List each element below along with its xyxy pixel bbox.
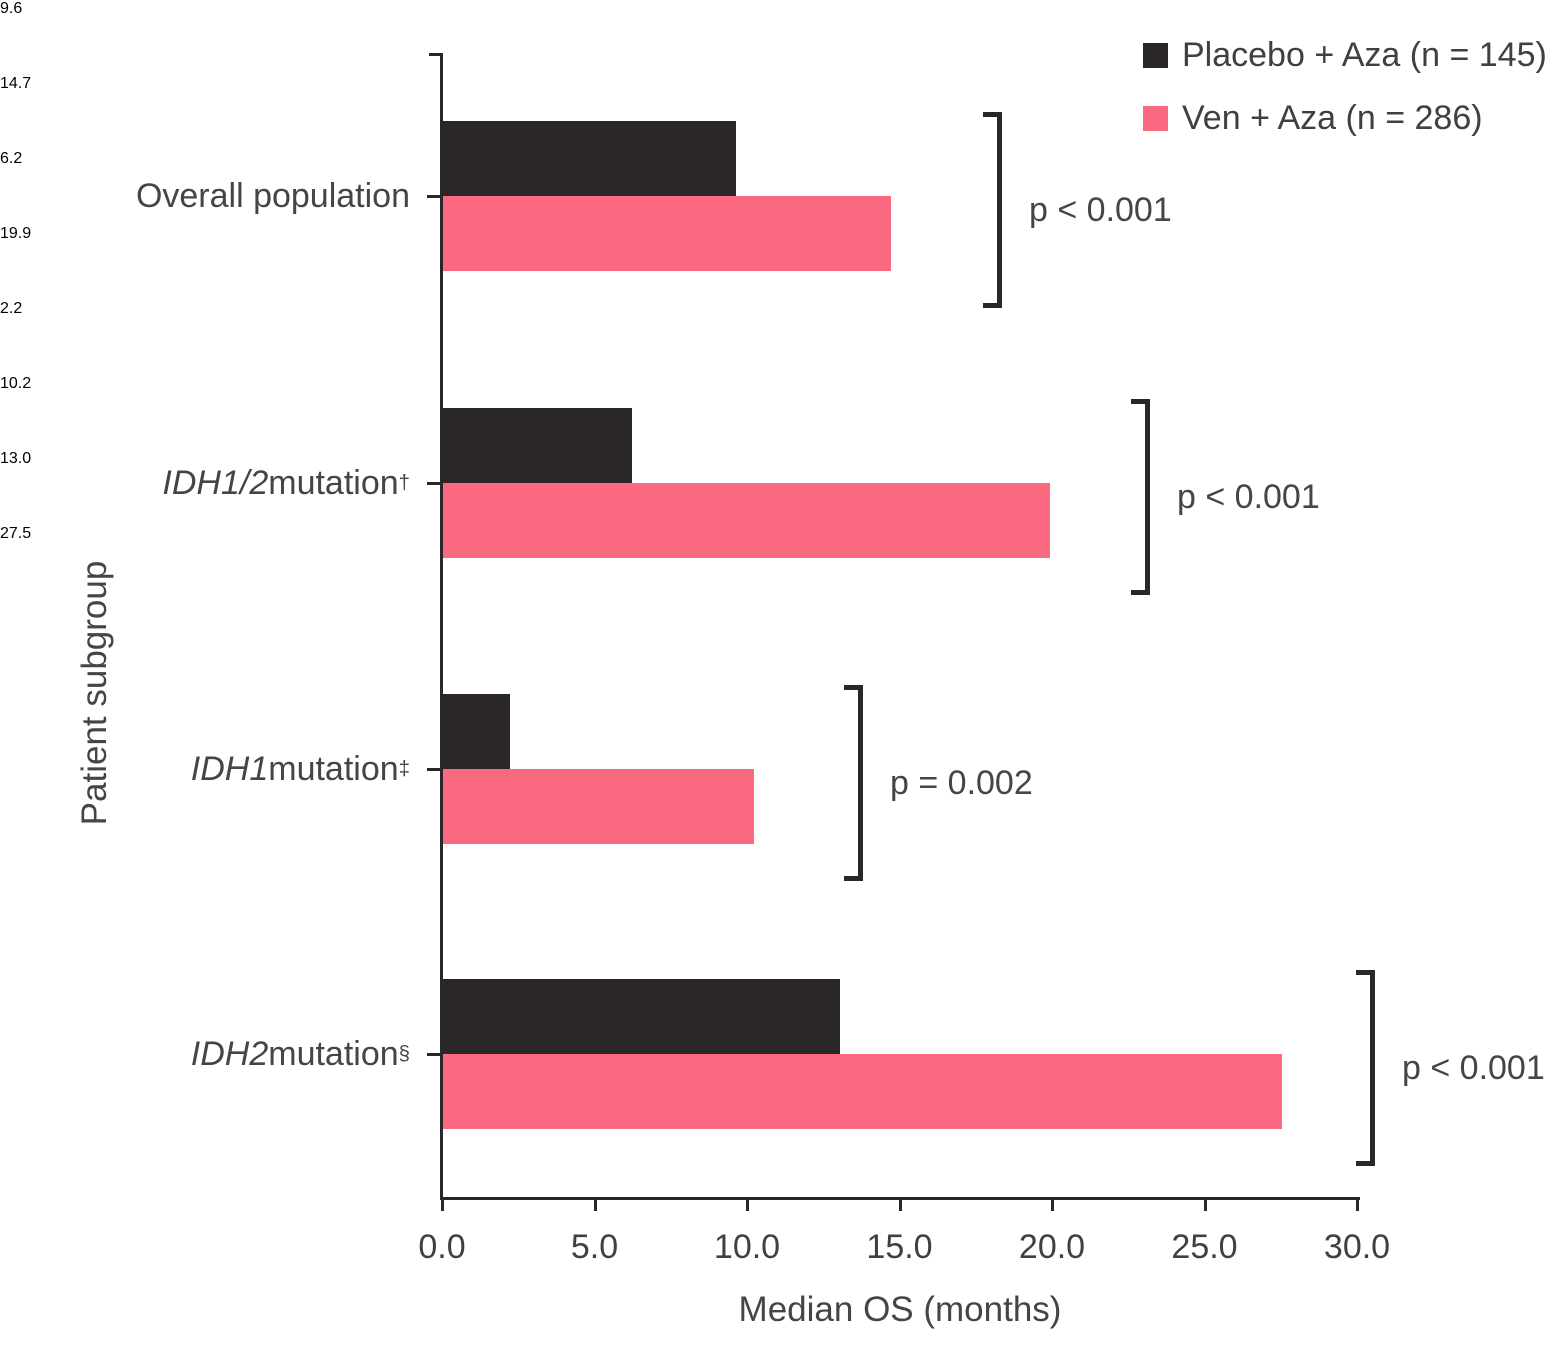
y-tick — [427, 768, 440, 771]
value-label: 10.2 — [0, 375, 32, 392]
x-axis-line — [440, 1197, 1360, 1200]
x-tick-label: 0.0 — [418, 1228, 466, 1266]
x-tick-label: 20.0 — [1018, 1228, 1086, 1266]
legend-item-ven: Ven + Aza (n = 286) — [1143, 99, 1547, 137]
x-tick — [593, 1200, 597, 1211]
category-label: IDH1 mutation ‡ — [190, 749, 410, 788]
p-value-bracket — [844, 685, 863, 881]
y-tick — [427, 195, 440, 198]
x-tick-label: 25.0 — [1171, 1228, 1238, 1266]
p-value-bracket — [1356, 970, 1375, 1166]
y-tick — [427, 1053, 440, 1056]
pink-square-icon — [1143, 105, 1168, 131]
x-tick-label: 30.0 — [1323, 1228, 1391, 1266]
value-label: 13.0 — [0, 450, 32, 467]
bar-placebo-aza — [443, 979, 840, 1054]
value-label: 9.6 — [0, 0, 23, 17]
bar-ven-aza — [443, 196, 892, 271]
category-label: Overall population — [135, 176, 410, 215]
bar-ven-aza — [443, 483, 1050, 558]
value-label: 6.2 — [0, 150, 23, 167]
p-value-label: p < 0.001 — [1402, 1048, 1545, 1087]
legend-label-ven: Ven + Aza (n = 286) — [1182, 98, 1483, 137]
x-tick — [1356, 1200, 1359, 1211]
p-value-label: p < 0.001 — [1177, 477, 1320, 516]
value-label: 2.2 — [0, 300, 23, 317]
y-tick — [427, 482, 440, 485]
x-tick — [1051, 1200, 1054, 1211]
y-axis-line — [440, 53, 443, 1200]
x-tick — [441, 1200, 444, 1211]
x-tick — [1203, 1200, 1207, 1211]
bar-placebo-aza — [443, 408, 633, 483]
x-axis-title: Median OS (months) — [738, 1290, 1062, 1329]
bar-ven-aza — [443, 1054, 1282, 1129]
legend-label-placebo: Placebo + Aza (n = 145) — [1182, 35, 1547, 74]
x-tick — [746, 1200, 749, 1211]
value-label: 27.5 — [0, 525, 32, 542]
x-tick-label: 5.0 — [570, 1228, 619, 1266]
x-tick-label: 10.0 — [713, 1228, 781, 1266]
category-label: IDH1/2 mutation † — [162, 463, 410, 502]
category-label-italic: IDH2 — [190, 1034, 269, 1073]
y-axis-title: Patient subgroup — [75, 560, 114, 826]
black-square-icon — [1143, 42, 1168, 68]
x-tick-label: 15.0 — [866, 1228, 933, 1266]
y-axis-end-cap — [429, 53, 440, 56]
bar-ven-aza — [443, 769, 755, 844]
p-value-bracket — [983, 112, 1002, 308]
legend: Placebo + Aza (n = 145) Ven + Aza (n = 2… — [1143, 36, 1547, 162]
p-value-label: p = 0.002 — [890, 763, 1033, 802]
category-label-italic: IDH1/2 — [162, 463, 269, 502]
p-value-label: p < 0.001 — [1029, 190, 1172, 229]
value-label: 14.7 — [0, 75, 32, 92]
value-label: 19.9 — [0, 225, 32, 242]
category-label: IDH2 mutation § — [190, 1034, 410, 1073]
p-value-bracket — [1131, 399, 1150, 595]
bar-placebo-aza — [443, 694, 511, 769]
legend-item-placebo: Placebo + Aza (n = 145) — [1143, 36, 1547, 74]
category-label-italic: IDH1 — [190, 749, 269, 788]
bar-placebo-aza — [443, 121, 736, 196]
x-tick — [898, 1200, 902, 1211]
